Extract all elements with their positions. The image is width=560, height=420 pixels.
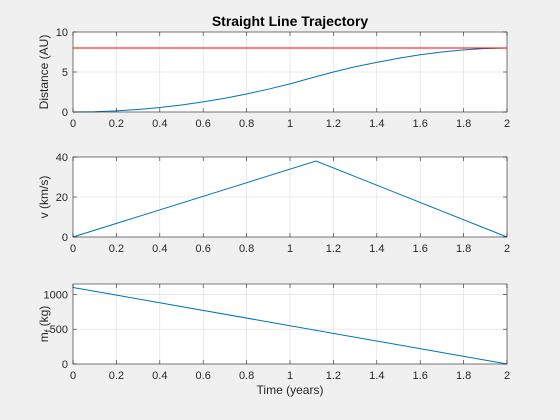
x-tick-label: 2 xyxy=(504,243,510,255)
x-tick-label: 1.8 xyxy=(456,118,471,130)
axes-3: 0 0.2 0.4 0.6 0.8 1 1.2 1.4 1.6 1.8 2 0 500 1000 Time … xyxy=(37,283,510,397)
x-tick-label: 1 xyxy=(287,370,293,382)
x-tick-label: 0.2 xyxy=(109,370,124,382)
x-tick-label: 0.4 xyxy=(152,243,167,255)
x-tick-label: 0.8 xyxy=(239,370,254,382)
x-tick-label: 0 xyxy=(70,370,76,382)
y-tick-label: 40 xyxy=(56,152,68,164)
x-tick-label: 0.4 xyxy=(152,118,167,130)
x-tick-label: 1.6 xyxy=(413,243,428,255)
x-tick-label: 1.2 xyxy=(326,118,341,130)
x-tick-label: 2 xyxy=(504,118,510,130)
y-tick-label: 5 xyxy=(62,67,68,79)
x-tick-label: 1 xyxy=(287,118,293,130)
y-tick-label: 0 xyxy=(62,359,68,371)
x-tick-label: 1.6 xyxy=(413,118,428,130)
series-line-1 xyxy=(72,47,508,113)
x-tick-label: 0.6 xyxy=(196,370,211,382)
x-tick-label: 1.4 xyxy=(369,243,384,255)
x-tick-label: 1.4 xyxy=(369,118,384,130)
x-tick-label: 0.6 xyxy=(196,243,211,255)
x-tick-label: 0 xyxy=(70,118,76,130)
y-axis-label: v (km/s) xyxy=(37,176,51,219)
y-tick-label: 0 xyxy=(62,107,68,119)
x-tick-label: 2 xyxy=(504,370,510,382)
x-tick-label: 0.2 xyxy=(109,243,124,255)
x-tick-label: 1.4 xyxy=(369,370,384,382)
axes-1: 0 0.2 0.4 0.6 0.8 1 1.2 1.4 1.6 1.8 2 0 5 10 Straight … xyxy=(37,13,510,130)
y-tick-label: 0 xyxy=(62,232,68,244)
y-tick-label: 20 xyxy=(56,192,68,204)
x-tick-label: 0.2 xyxy=(109,118,124,130)
x-tick-label: 1.8 xyxy=(456,243,471,255)
x-tick-label: 0.6 xyxy=(196,118,211,130)
y-tick-label: 500 xyxy=(50,324,68,336)
y-tick-label: 10 xyxy=(56,27,68,39)
series-line-1 xyxy=(72,160,508,238)
x-tick-label: 0.8 xyxy=(239,118,254,130)
y-axis-label: mf (kg) xyxy=(37,306,53,343)
x-tick-label: 1.6 xyxy=(413,370,428,382)
x-tick-label: 0 xyxy=(70,243,76,255)
x-tick-label: 1.8 xyxy=(456,370,471,382)
x-tick-label: 1 xyxy=(287,243,293,255)
x-tick-label: 1.2 xyxy=(326,370,341,382)
chart-title: Straight Line Trajectory xyxy=(212,13,369,29)
y-tick-label: 1000 xyxy=(44,289,68,301)
x-tick-label: 0.8 xyxy=(239,243,254,255)
x-tick-label: 0.4 xyxy=(152,370,167,382)
x-tick-label: 1.2 xyxy=(326,243,341,255)
series-line-1 xyxy=(72,286,508,365)
y-axis-label: Distance (AU) xyxy=(37,35,51,110)
x-axis-label: Time (years) xyxy=(257,383,324,397)
